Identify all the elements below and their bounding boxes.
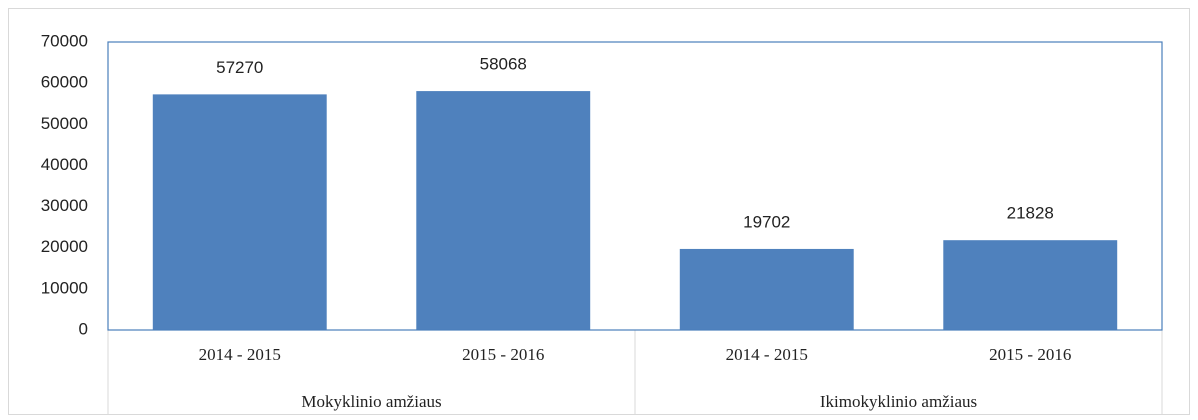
plot-area-border — [107, 41, 1163, 331]
group-label: Ikimokyklinio amžiaus — [820, 392, 977, 411]
bar — [679, 248, 854, 330]
y-tick-label: 10000 — [41, 278, 88, 297]
x-tick-label: 2014 - 2015 — [199, 345, 281, 364]
y-tick-label: 0 — [79, 319, 88, 338]
y-tick-label: 50000 — [41, 114, 88, 133]
group-label: Mokyklinio amžiaus — [301, 392, 441, 411]
x-tick-label: 2015 - 2016 — [989, 345, 1071, 364]
data-label: 57270 — [216, 58, 263, 77]
y-tick-label: 40000 — [41, 155, 88, 174]
y-tick-label: 20000 — [41, 237, 88, 256]
y-tick-label: 60000 — [41, 73, 88, 92]
data-label: 58068 — [480, 55, 527, 74]
data-label: 21828 — [1007, 204, 1054, 223]
x-tick-label: 2014 - 2015 — [726, 345, 808, 364]
chart-border — [8, 8, 1190, 415]
bar — [416, 91, 591, 330]
bar — [943, 240, 1118, 330]
y-tick-label: 30000 — [41, 196, 88, 215]
y-tick-label: 70000 — [41, 31, 88, 50]
bar — [152, 94, 327, 331]
x-tick-label: 2015 - 2016 — [462, 345, 544, 364]
data-label: 19702 — [743, 212, 790, 231]
